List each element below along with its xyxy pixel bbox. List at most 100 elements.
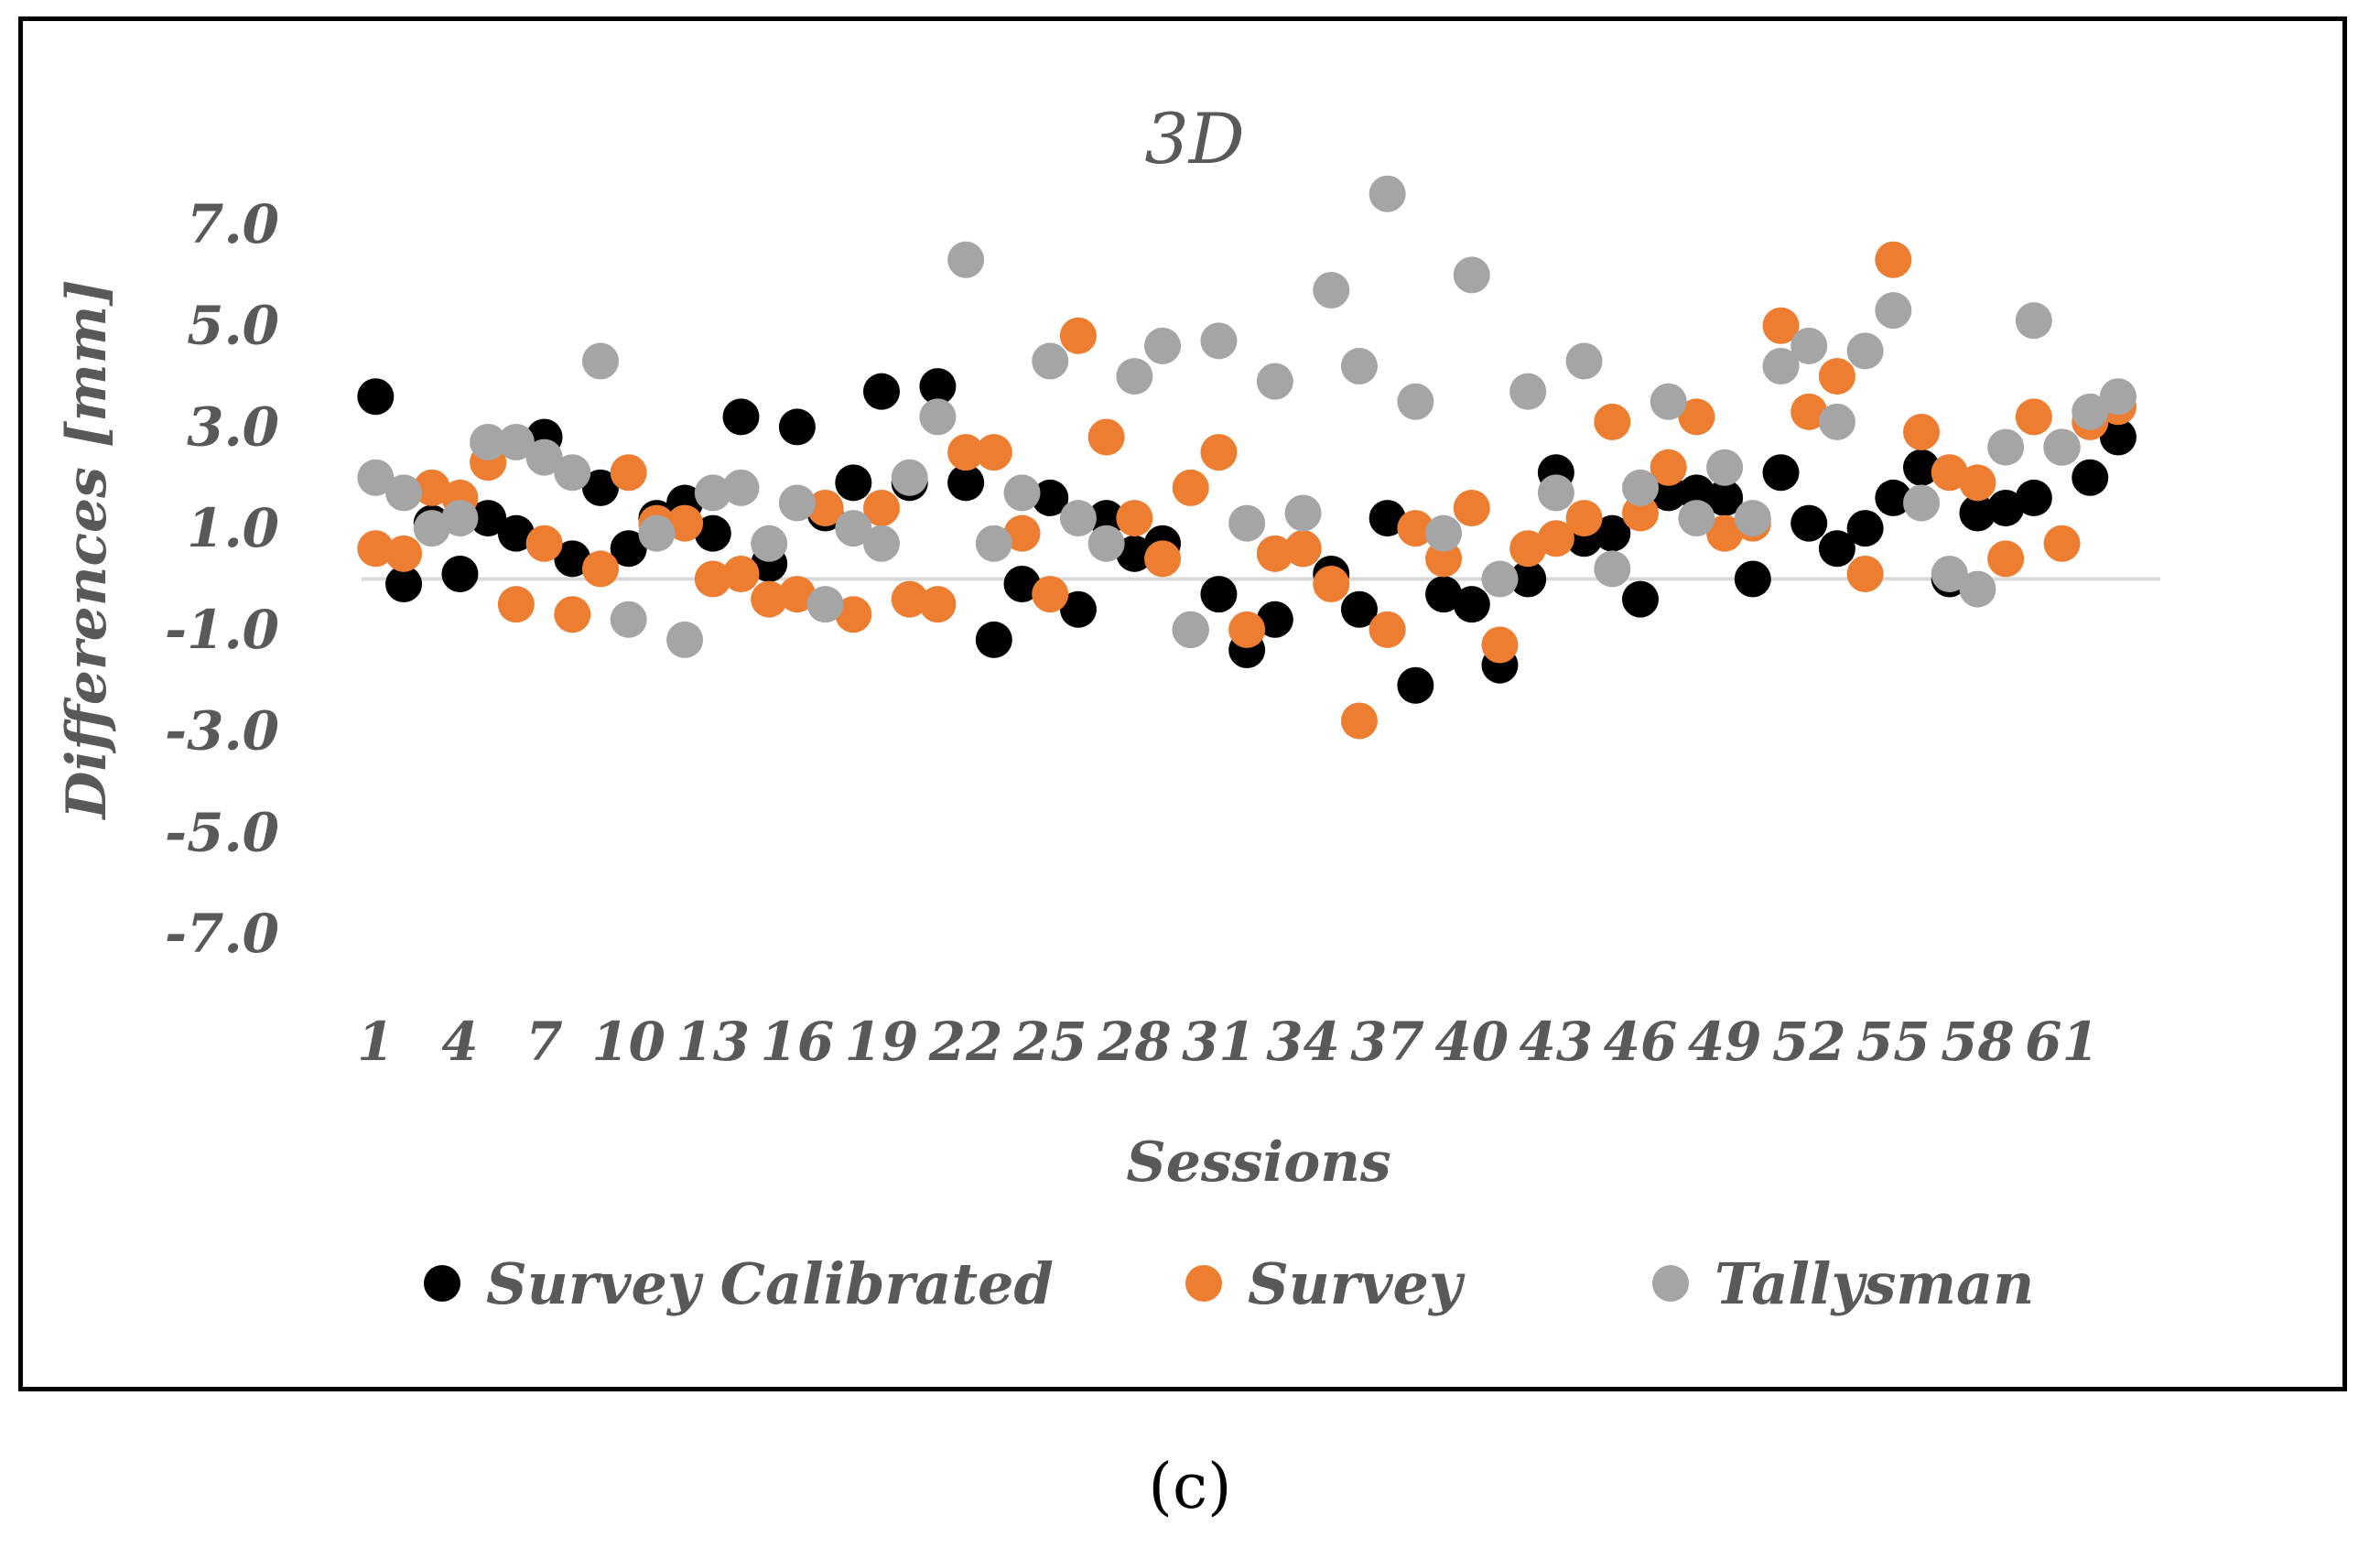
data-point: [1313, 566, 1350, 603]
data-point: [2099, 418, 2137, 456]
legend-label: Survey: [1248, 1250, 1466, 1317]
data-point: [891, 459, 928, 496]
data-point: [1987, 428, 2025, 466]
data-point: [835, 510, 872, 547]
data-point: [1706, 479, 1744, 516]
x-axis-label: Sessions: [1126, 1131, 1390, 1195]
data-point: [385, 535, 423, 572]
x-tick-label: 16: [761, 1011, 835, 1073]
data-point: [975, 621, 1012, 658]
x-tick-label: 55: [1856, 1011, 1931, 1073]
data-point: [1481, 560, 1519, 598]
data-point: [441, 555, 479, 592]
data-point: [1678, 500, 1715, 537]
data-point: [2072, 459, 2109, 496]
data-point: [1959, 570, 1996, 608]
data-point: [1987, 540, 2025, 578]
data-point: [947, 241, 985, 278]
data-point: [2015, 398, 2052, 436]
data-point: [1453, 256, 1490, 294]
y-tick-label: -1.0: [165, 599, 279, 661]
data-point: [694, 560, 731, 598]
data-point: [947, 434, 985, 471]
series-tallysman: [357, 175, 2137, 658]
data-point: [1284, 494, 1322, 532]
data-point: [1284, 530, 1322, 568]
x-tick-label: 7: [525, 1011, 562, 1073]
data-point: [1621, 580, 1659, 618]
data-point: [1903, 449, 1941, 486]
data-point: [778, 484, 816, 522]
data-point: [1425, 576, 1463, 613]
x-tick-label: 43: [1520, 1011, 1594, 1073]
x-tick-label: 4: [441, 1011, 478, 1073]
data-point: [1397, 510, 1434, 547]
data-point: [1397, 383, 1434, 420]
data-point: [1340, 590, 1378, 628]
series-survey: [357, 241, 2137, 740]
data-point: [554, 596, 591, 633]
data-point: [470, 424, 507, 461]
x-tick-label: 19: [845, 1011, 919, 1073]
legend-label: Tallysman: [1715, 1250, 2034, 1317]
data-point: [2043, 428, 2081, 466]
data-point: [1846, 555, 1884, 592]
data-point: [1509, 530, 1547, 568]
data-point: [1818, 403, 1855, 440]
x-tick-label: 46: [1604, 1011, 1678, 1073]
data-point: [1453, 490, 1490, 526]
x-tick-label: 58: [1941, 1011, 2015, 1073]
data-point: [1200, 434, 1238, 471]
data-point: [751, 525, 788, 562]
data-point: [525, 438, 563, 476]
data-point: [2099, 378, 2137, 416]
data-point: [1734, 500, 1771, 537]
data-point: [1594, 514, 1631, 552]
data-point: [2015, 302, 2052, 340]
data-point: [1200, 322, 1238, 360]
data-point: [1931, 454, 1968, 492]
data-point: [1032, 342, 1069, 380]
data-point: [1650, 474, 1687, 512]
data-point: [1818, 530, 1855, 568]
data-point: [919, 368, 957, 406]
data-point: [1509, 373, 1547, 410]
legend-marker: [1652, 1265, 1689, 1302]
data-point: [1059, 590, 1097, 628]
data-point: [1931, 555, 1968, 592]
data-point: [1621, 469, 1659, 506]
legend-marker: [1185, 1265, 1222, 1302]
data-point: [751, 580, 788, 618]
y-tick-label: 3.0: [187, 395, 279, 458]
data-point: [1340, 702, 1378, 740]
data-point: [1706, 514, 1744, 552]
data-point: [1875, 241, 1912, 278]
data-point: [1368, 500, 1406, 537]
data-point: [863, 373, 901, 410]
data-point: [525, 525, 563, 562]
data-point: [1959, 464, 1996, 502]
data-point: [497, 514, 535, 552]
legend-marker: [424, 1265, 460, 1302]
x-tick-label: 49: [1688, 1011, 1762, 1073]
data-point: [975, 525, 1012, 562]
y-tick-label: -3.0: [165, 700, 279, 763]
data-point: [581, 469, 619, 506]
data-point: [919, 398, 957, 436]
data-point: [1256, 600, 1293, 638]
x-tick-label: 25: [1012, 1011, 1087, 1073]
data-point: [891, 580, 928, 618]
y-tick-labels: 7.0 5.0 3.0 1.0 -1.0 -3.0 -5.0 -7.0: [165, 193, 279, 965]
data-point: [835, 596, 872, 633]
data-point: [1425, 540, 1463, 578]
data-point: [2043, 525, 2081, 562]
data-point: [470, 500, 507, 537]
y-tick-label: -5.0: [165, 801, 279, 863]
x-tick-label: 1: [357, 1011, 394, 1073]
x-tick-label: 22: [928, 1011, 1003, 1073]
data-points: [357, 175, 2137, 740]
data-point: [2072, 393, 2109, 430]
data-point: [1368, 175, 1406, 212]
data-point: [835, 464, 872, 502]
